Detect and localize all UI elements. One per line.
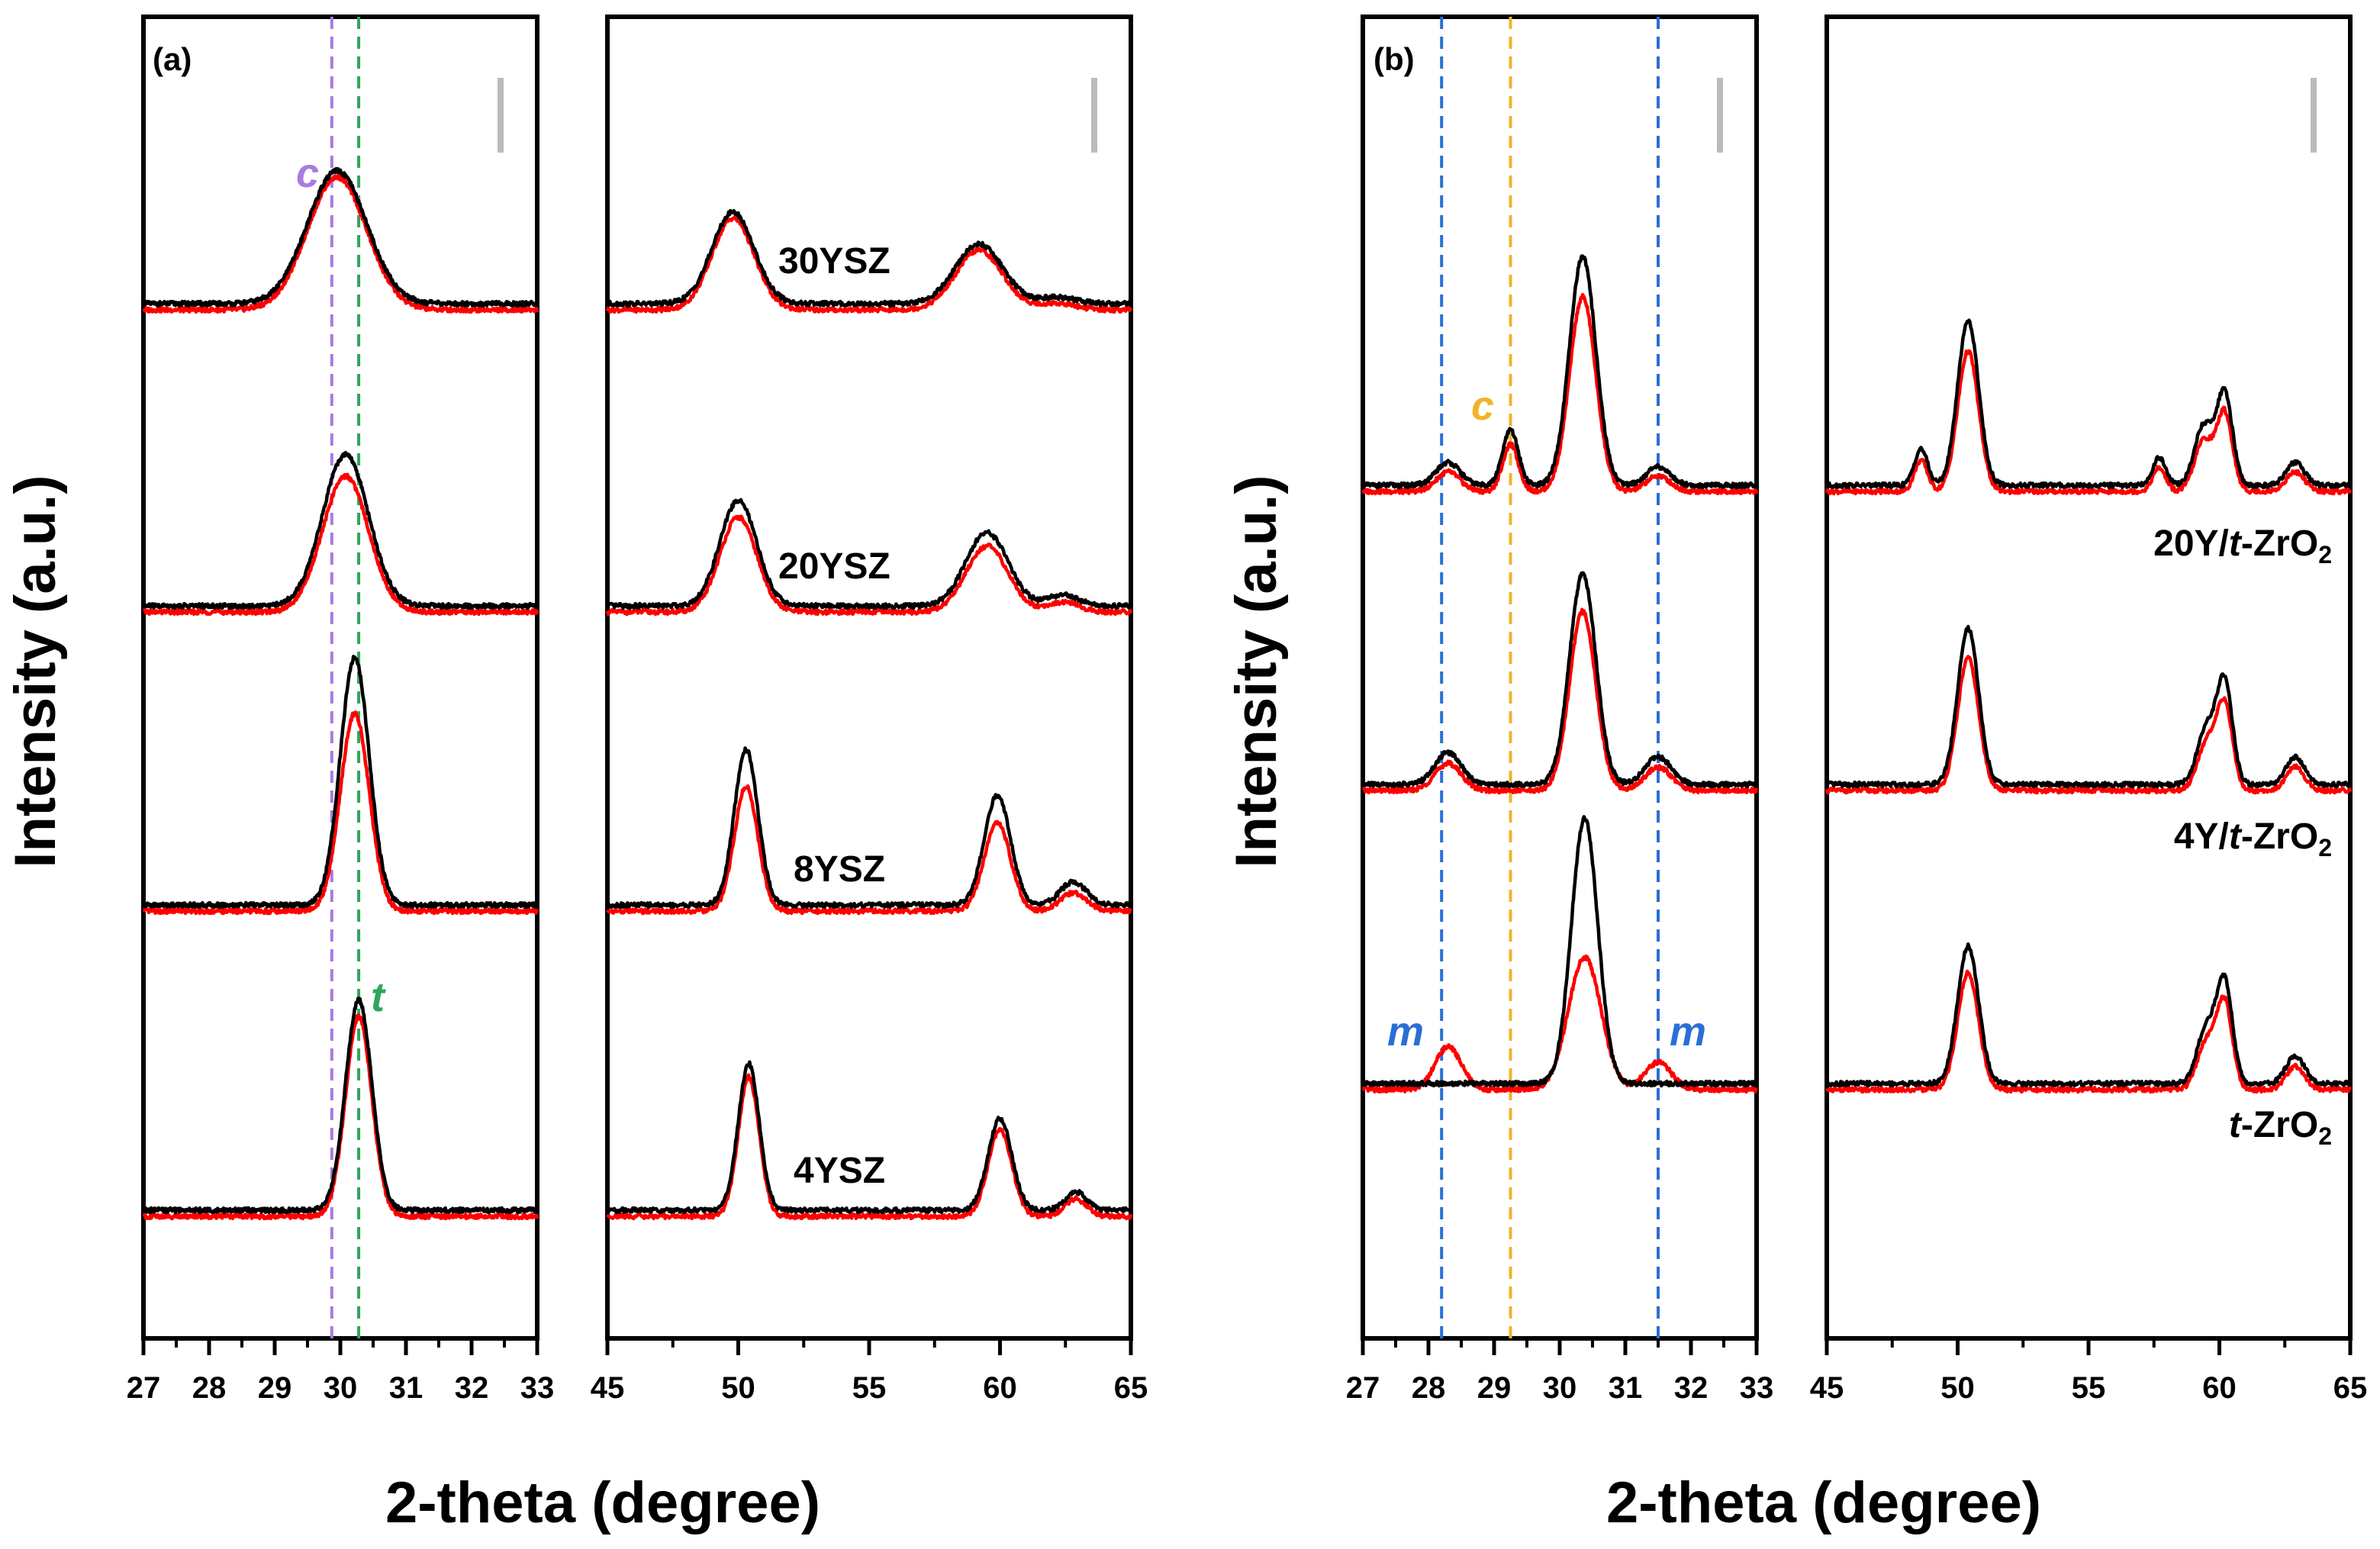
trace-red-b-1-4ytzro2 [1824,655,2353,795]
x-tick-label-a-0-1: 28 [192,1371,227,1405]
trace-black-a-0-8ysz [142,655,539,910]
trace-black-b-1-20ytzro2 [1825,318,2353,490]
y-axis-title-a: Intensity (a.u.) [3,475,68,868]
x-tick-label-b-0-2: 29 [1477,1371,1512,1405]
trace-red-a-0-30ysz [142,173,539,314]
trace-red-b-0-4ytzro2 [1361,607,1759,795]
trace-red-a-1-30ysz [605,215,1133,314]
trace-black-b-0-tzro2 [1361,815,1759,1088]
sample-label-tzro2: t-ZrO2 [2229,1105,2332,1150]
x-tick-label-b-1-3: 60 [2202,1371,2237,1405]
x-tick-label-a-0-4: 31 [389,1371,424,1405]
phase-label-c-a: c [296,150,319,196]
trace-black-b-1-tzro2 [1824,942,2353,1088]
trace-black-b-0-20ytzro2 [1361,254,1759,490]
trace-black-a-0-4ysz [142,997,539,1215]
x-tick-label-a-1-2: 55 [852,1371,887,1405]
trace-red-a-1-4ysz [606,1073,1133,1221]
trace-black-a-1-30ysz [606,208,1133,308]
x-tick-label-b-0-3: 30 [1543,1371,1577,1405]
frame-b-0 [1361,14,1759,1341]
x-tick-label-a-0-6: 33 [520,1371,555,1405]
x-tick-label-b-1-4: 65 [2333,1371,2368,1405]
sample-label-4y-tzro2: 4Y/t-ZrO2 [2174,816,2332,861]
x-tick-label-b-0-4: 31 [1609,1371,1643,1405]
x-tick-label-b-1-2: 55 [2072,1371,2106,1405]
trace-red-b-1-20ytzro2 [1824,349,2353,496]
trace-red-a-1-8ysz [606,784,1132,916]
frame-a-1 [605,14,1133,1341]
sample-label-30ysz: 30YSZ [778,241,890,282]
y-axis-title-b: Intensity (a.u.) [1224,475,1289,868]
trace-black-a-1-8ysz [605,746,1133,910]
x-tick-label-b-1-0: 45 [1810,1371,1844,1405]
trace-red-a-0-8ysz [142,710,539,916]
phase-label-m-left: m [1387,1009,1424,1055]
x-tick-label-a-0-2: 29 [258,1371,292,1405]
trace-black-a-1-4ysz [606,1060,1132,1215]
trace-red-b-1-tzro2 [1825,969,2352,1094]
x-tick-label-b-1-1: 50 [1940,1371,1975,1405]
sample-label-8ysz: 8YSZ [794,849,885,890]
trace-black-b-1-4ytzro2 [1825,624,2352,789]
trace-black-a-0-30ysz [141,166,539,308]
plot-root: 27 28 29 30 31 32 33 45 50 55 60 65 27 28 29 30 31 32 33 45… [127,14,2368,1405]
trace-black-a-0-20ysz [141,450,539,610]
phase-label-t-a: t [371,974,386,1020]
trace-red-b-0-20ytzro2 [1361,292,1759,496]
sample-label-20y-tzro2: 20Y/t-ZrO2 [2153,523,2332,568]
x-tick-label-a-1-0: 45 [591,1371,625,1405]
x-tick-label-a-1-3: 60 [983,1371,1017,1405]
x-axis-title-b: 2-theta (degree) [1606,1470,2041,1535]
x-tick-label-b-0-1: 28 [1412,1371,1446,1405]
trace-red-a-1-20ysz [605,514,1133,617]
x-axis-title-a: 2-theta (degree) [385,1470,820,1535]
trace-black-b-0-4ytzro2 [1361,571,1758,789]
sample-label-4ysz: 4YSZ [794,1151,885,1191]
x-tick-label-b-0-5: 32 [1674,1371,1709,1405]
phase-label-m-right: m [1670,1009,1706,1055]
panel-letter-a: (a) [153,41,192,77]
trace-black-a-1-20ysz [606,498,1132,610]
x-tick-label-a-0-5: 32 [455,1371,489,1405]
x-tick-label-b-0-0: 27 [1346,1371,1380,1405]
x-tick-label-a-0-0: 27 [127,1371,161,1405]
x-tick-label-a-1-4: 65 [1114,1371,1148,1405]
phase-label-c-b: c [1471,383,1494,429]
x-tick-label-b-0-6: 33 [1740,1371,1774,1405]
x-tick-label-a-0-3: 30 [324,1371,358,1405]
trace-red-b-0-tzro2 [1361,954,1759,1094]
x-tick-label-a-1-1: 50 [721,1371,755,1405]
sample-label-20ysz: 20YSZ [778,546,890,587]
trace-red-a-0-20ysz [142,472,539,617]
panel-letter-b: (b) [1374,41,1415,77]
